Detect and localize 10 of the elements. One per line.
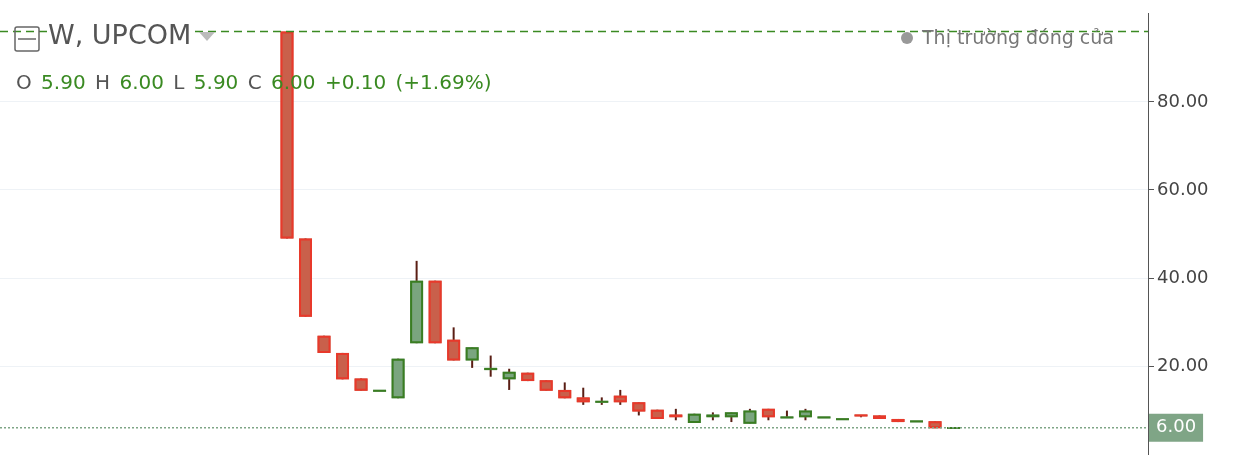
candlestick [447, 326, 461, 362]
annotation: Thị trường đóng cửa [922, 26, 1114, 48]
candlestick [502, 367, 516, 391]
candlestick [484, 354, 498, 378]
y-tick-label: 60.00 [1157, 177, 1209, 199]
y-tick-label: 40.00 [1157, 265, 1209, 287]
y-tick-label: 20.00 [1157, 353, 1209, 375]
chart-title: W, UPCOM [48, 19, 192, 50]
ref-line-label: 6.00 [1156, 415, 1197, 437]
y-tick-label: 80.00 [1157, 89, 1209, 111]
